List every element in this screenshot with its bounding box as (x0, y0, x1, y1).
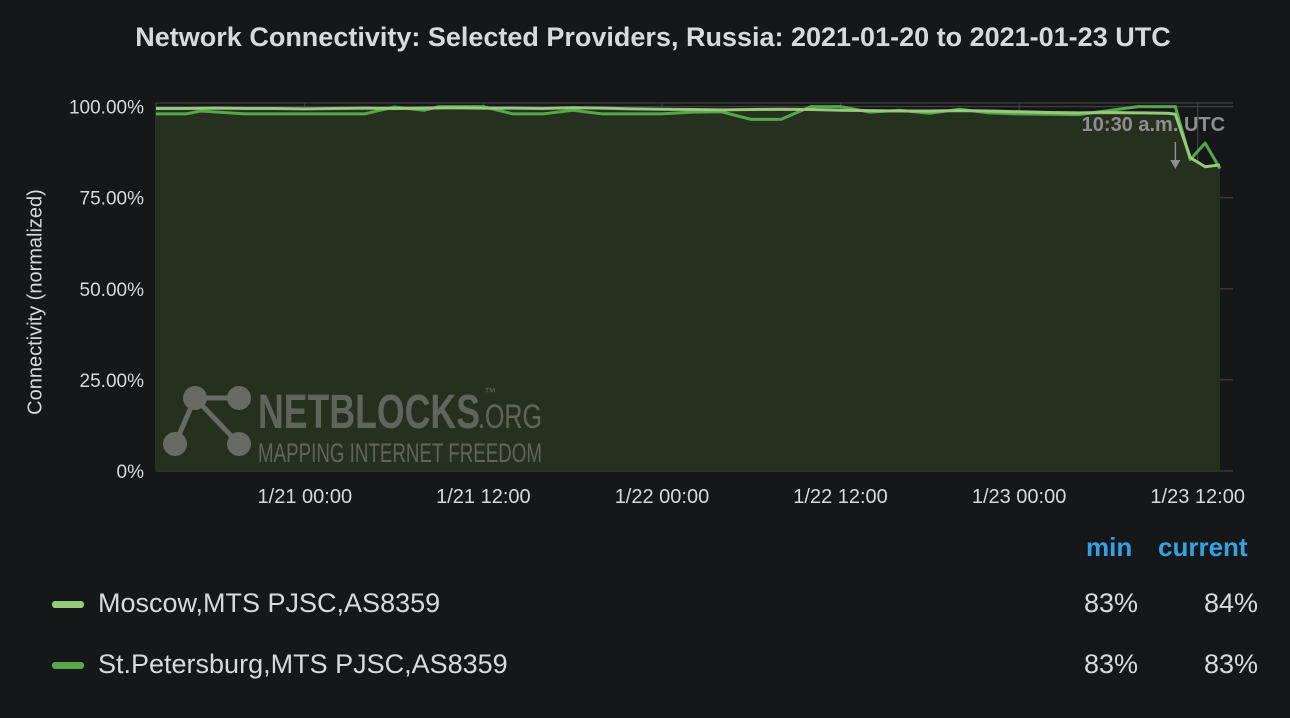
y-tick-label: 100.00% (69, 98, 144, 119)
x-tick-label: 1/21 12:00 (436, 486, 531, 508)
legend-series-name: Moscow,MTS PJSC,AS8359 (98, 588, 441, 618)
y-tick-labels: 0% 25.00% 50.00% 75.00% 100.00% (69, 98, 144, 483)
y-tick-label: 75.00% (80, 189, 145, 210)
legend-min-value: 83% (1083, 649, 1138, 679)
legend-min-value: 83% (1083, 588, 1138, 618)
series-line-moscow (156, 106, 1221, 169)
series-line-st-petersburg (156, 105, 1222, 170)
watermark-tm: ™ (484, 385, 496, 399)
legend-swatch (52, 601, 84, 608)
area-fill (156, 107, 1220, 471)
netblocks-watermark: NETBLOCKS ™ .ORG MAPPING INTERNET FREEDO… (163, 385, 542, 468)
watermark-suffix: .ORG (478, 398, 542, 436)
legend-header-current: current (1158, 532, 1248, 562)
legend-series-name: St.Petersburg,MTS PJSC,AS8359 (98, 649, 508, 679)
series-area-fill (156, 107, 1220, 471)
annotation: 10:30 a.m. UTC (1082, 114, 1225, 169)
legend-swatch (52, 662, 84, 669)
legend-header-min: min (1086, 532, 1133, 562)
legend-current-value: 84% (1203, 588, 1258, 618)
x-tick-label: 1/21 00:00 (258, 486, 353, 508)
y-tick-label: 50.00% (80, 280, 145, 301)
legend-current-value: 83% (1203, 649, 1258, 679)
x-tick-labels: 1/21 00:00 1/21 12:00 1/22 00:00 1/22 12:00… (258, 486, 1245, 508)
chart-title: Network Connectivity: Selected Providers… (135, 22, 1171, 52)
chart-plot: NETBLOCKS ™ .ORG MAPPING INTERNET FREEDO… (69, 98, 1245, 508)
y-tick-label: 0% (117, 462, 145, 483)
annotation-arrow-head (1170, 160, 1181, 169)
watermark-tagline: MAPPING INTERNET FREEDOM (258, 438, 542, 468)
x-tick-label: 1/22 00:00 (615, 486, 710, 508)
annotation-label: 10:30 a.m. UTC (1082, 114, 1225, 136)
legend-item-st-petersburg[interactable]: St.Petersburg,MTS PJSC,AS8359 83% 83% (52, 649, 1262, 679)
x-tick-label: 1/23 12:00 (1150, 486, 1245, 508)
series-lines (156, 105, 1222, 170)
watermark-brand: NETBLOCKS (258, 386, 480, 439)
x-tick-label: 1/23 00:00 (972, 486, 1067, 508)
x-tick-label: 1/22 12:00 (793, 486, 888, 508)
legend-item-moscow[interactable]: Moscow,MTS PJSC,AS8359 83% 84% (52, 588, 1262, 618)
svg-text:NETBLOCKS: NETBLOCKS (258, 386, 480, 439)
y-tick-label: 25.00% (80, 371, 145, 392)
